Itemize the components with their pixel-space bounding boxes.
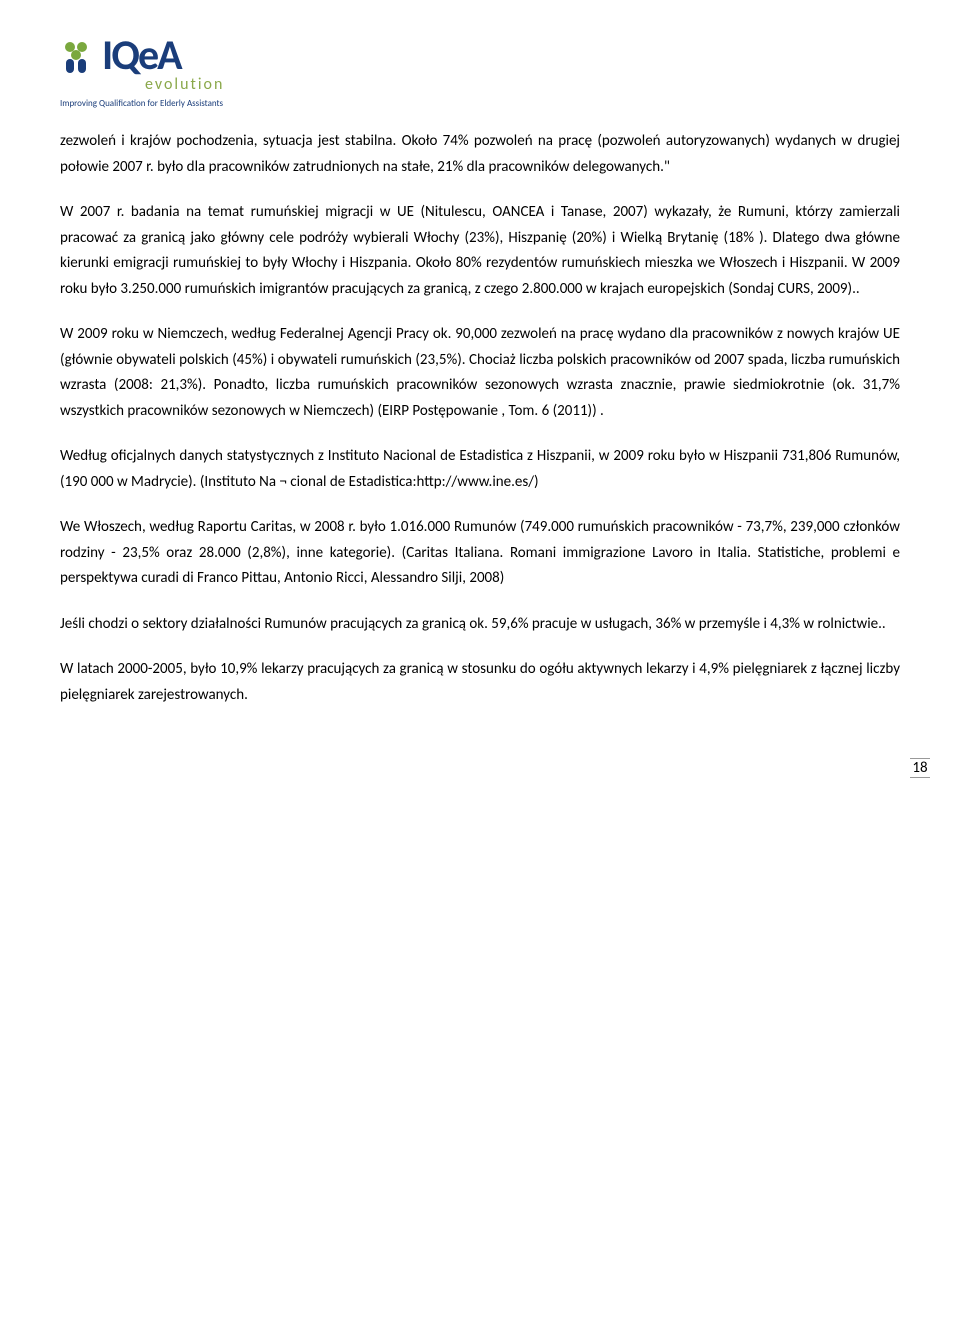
paragraph-7: W latach 2000-2005, było 10,9% lekarzy p… xyxy=(60,657,900,708)
logo-main-text: IQeA xyxy=(102,30,181,81)
page-number: 18 xyxy=(910,758,929,778)
logo-subtitle: evolution xyxy=(145,75,900,94)
page-number-container: 18 xyxy=(900,758,940,778)
paragraph-4: Według oficjalnych danych statystycznych… xyxy=(60,444,900,495)
paragraph-6: Jeśli chodzi o sektory działalności Rumu… xyxy=(60,612,900,638)
document-body: zezwoleń i krajów pochodzenia, sytuacja … xyxy=(60,129,900,708)
document-page: IQeA evolution Improving Qualification f… xyxy=(0,0,960,768)
paragraph-2: W 2007 r. badania na temat rumuńskiej mi… xyxy=(60,200,900,302)
logo-tagline: Improving Qualification for Elderly Assi… xyxy=(60,98,900,109)
logo-top: IQeA xyxy=(60,30,900,81)
paragraph-3: W 2009 roku w Niemczech, według Federaln… xyxy=(60,322,900,424)
paragraph-1: zezwoleń i krajów pochodzenia, sytuacja … xyxy=(60,129,900,180)
logo-block: IQeA evolution Improving Qualification f… xyxy=(60,30,900,109)
paragraph-5: We Włoszech, według Raportu Caritas, w 2… xyxy=(60,515,900,592)
logo-icon xyxy=(60,37,100,75)
